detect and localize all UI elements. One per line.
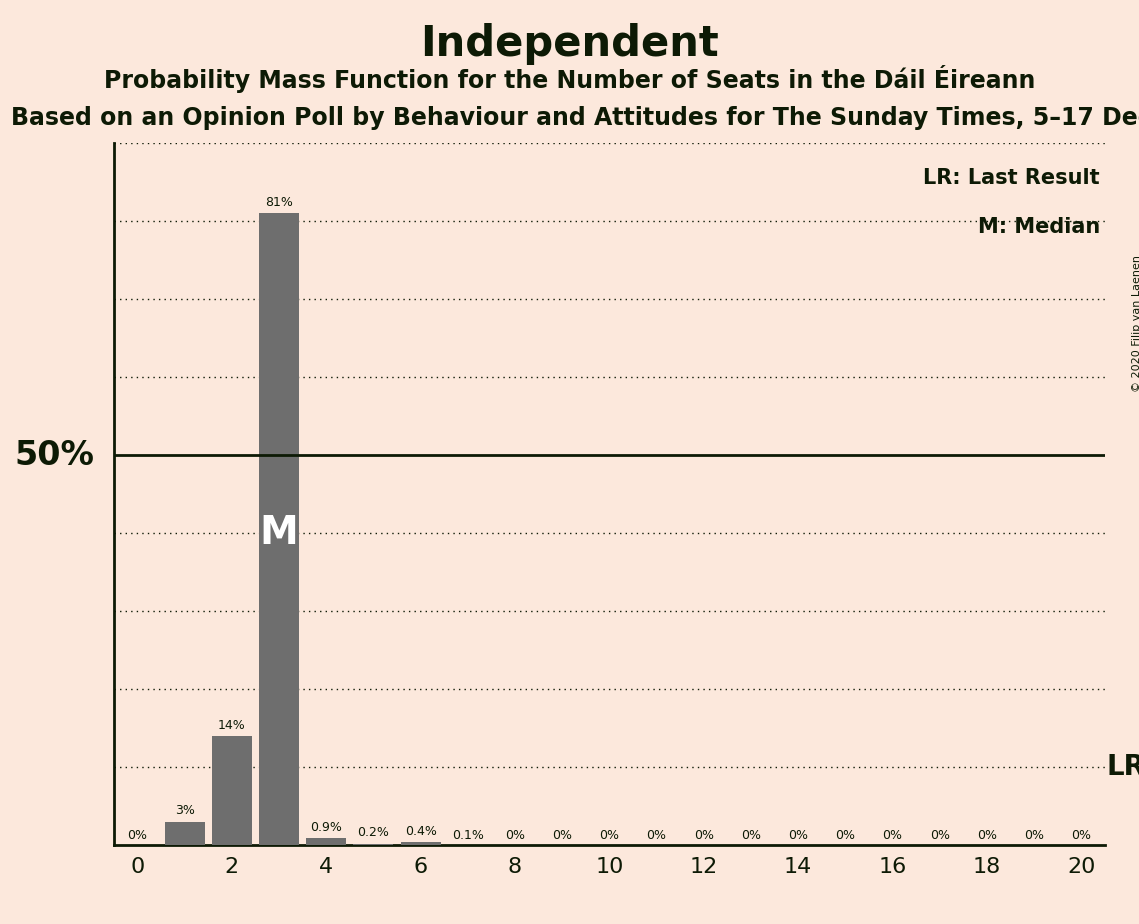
- Text: 0%: 0%: [552, 830, 572, 843]
- Bar: [165, 822, 205, 845]
- Text: 0%: 0%: [977, 830, 997, 843]
- Text: 0%: 0%: [741, 830, 761, 843]
- Text: 0%: 0%: [599, 830, 620, 843]
- Text: M: Median: M: Median: [977, 217, 1100, 237]
- Text: 0.9%: 0.9%: [310, 821, 342, 833]
- Text: 0%: 0%: [883, 830, 902, 843]
- Text: 0.2%: 0.2%: [358, 826, 390, 839]
- Text: LR: Last Result: LR: Last Result: [924, 168, 1100, 188]
- Text: 0%: 0%: [1072, 830, 1091, 843]
- Text: 0%: 0%: [128, 830, 147, 843]
- Text: 50%: 50%: [14, 439, 95, 472]
- Text: LR: LR: [1107, 753, 1139, 782]
- Bar: [212, 736, 252, 845]
- Text: 14%: 14%: [218, 719, 246, 732]
- Text: © 2020 Filip van Laenen: © 2020 Filip van Laenen: [1132, 255, 1139, 392]
- Text: Based on an Opinion Poll by Behaviour and Attitudes for The Sunday Times, 5–17 D: Based on an Opinion Poll by Behaviour an…: [11, 106, 1139, 130]
- Bar: [401, 843, 441, 845]
- Text: 0%: 0%: [505, 830, 525, 843]
- Text: 0.4%: 0.4%: [404, 824, 436, 838]
- Text: 0.1%: 0.1%: [452, 830, 484, 843]
- Text: M: M: [260, 515, 298, 553]
- Bar: [353, 844, 393, 845]
- Text: 0%: 0%: [1024, 830, 1044, 843]
- Text: 81%: 81%: [265, 196, 293, 209]
- Text: 0%: 0%: [788, 830, 808, 843]
- Text: 0%: 0%: [694, 830, 714, 843]
- Text: Independent: Independent: [420, 23, 719, 65]
- Text: Probability Mass Function for the Number of Seats in the Dáil Éireann: Probability Mass Function for the Number…: [104, 65, 1035, 92]
- Bar: [306, 838, 346, 845]
- Text: 3%: 3%: [174, 805, 195, 818]
- Text: 0%: 0%: [929, 830, 950, 843]
- Text: 0%: 0%: [835, 830, 855, 843]
- Text: 0%: 0%: [647, 830, 666, 843]
- Bar: [259, 213, 300, 845]
